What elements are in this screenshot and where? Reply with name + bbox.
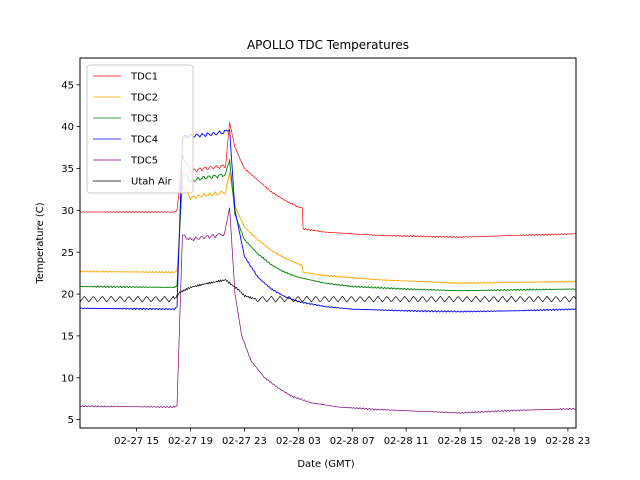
y-tick-label: 20 — [61, 290, 74, 301]
y-tick-label: 10 — [61, 373, 74, 384]
y-axis-label: Temperature (C) — [35, 202, 46, 284]
series-line-utah-air — [80, 279, 576, 303]
y-tick-label: 25 — [61, 248, 74, 259]
legend-label: TDC1 — [130, 72, 158, 83]
y-tick-label: 45 — [61, 80, 74, 91]
legend-label: TDC5 — [130, 156, 158, 167]
y-tick-label: 15 — [61, 332, 74, 343]
x-tick-label: 02-28 03 — [276, 436, 321, 447]
legend-label: TDC2 — [130, 93, 158, 104]
x-tick-label: 02-27 19 — [168, 436, 213, 447]
plot-frame — [79, 57, 577, 429]
x-tick-label: 02-27 15 — [114, 436, 159, 447]
legend-label: TDC4 — [130, 135, 158, 146]
series-line-tdc5 — [80, 207, 576, 414]
y-tick-label: 40 — [61, 122, 74, 133]
y-tick-label: 30 — [61, 206, 74, 217]
chart-title: APOLLO TDC Temperatures — [247, 38, 409, 52]
x-tick-label: 02-27 23 — [222, 436, 267, 447]
x-tick-label: 02-28 23 — [545, 436, 590, 447]
legend: TDC1 TDC2 TDC3 TDC4 TDC5 Utah Air — [86, 64, 194, 194]
series-line-tdc4 — [80, 129, 576, 313]
y-tick-label: 35 — [61, 164, 74, 175]
x-tick-label: 02-28 19 — [492, 436, 537, 447]
x-tick-label: 02-28 11 — [384, 436, 429, 447]
series-line-tdc3 — [80, 159, 576, 292]
series-line-tdc2 — [80, 171, 576, 285]
series-line-tdc1 — [80, 122, 576, 238]
y-tick-label: 5 — [68, 415, 74, 426]
x-tick-label: 02-28 07 — [330, 436, 375, 447]
legend-label: TDC3 — [130, 114, 158, 125]
ticks-layer: 5 10 15 20 25 30 35 40 45 02-27 15 02-27 19 02-27 2… — [61, 80, 590, 447]
legend-box — [86, 64, 194, 194]
legend-label: Utah Air — [131, 177, 173, 188]
series-layer — [80, 122, 576, 414]
x-tick-label: 02-28 15 — [438, 436, 483, 447]
x-axis-label: Date (GMT) — [297, 459, 354, 470]
